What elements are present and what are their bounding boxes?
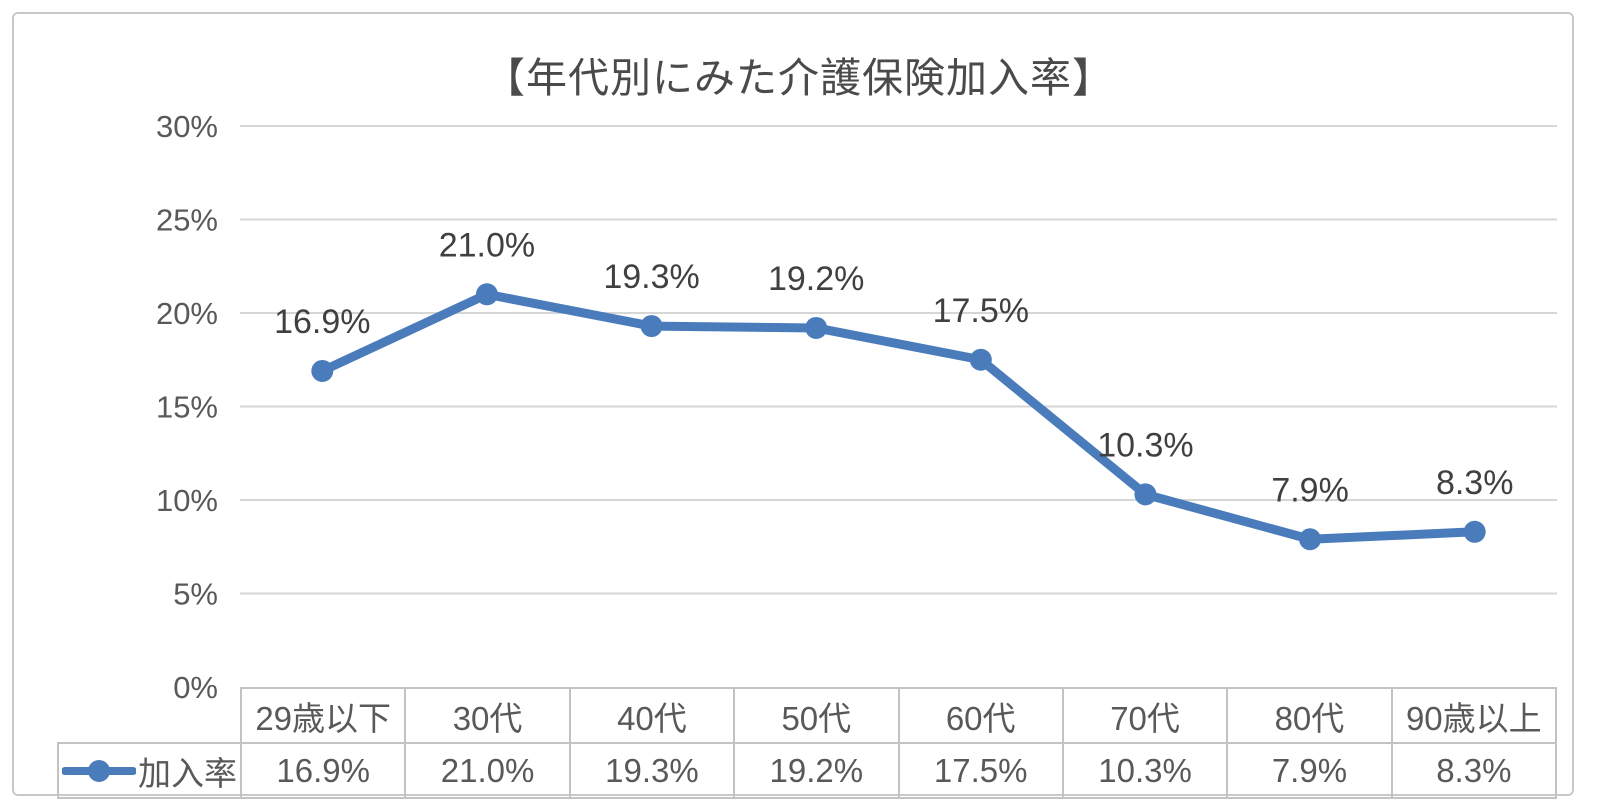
chart-title: 【年代別にみた介護保険加入率】 [484,55,1114,101]
table-category-header: 90歳以上 [1390,687,1558,744]
legend-cell: 加入率 [57,742,242,799]
table-category-header: 40代 [568,687,736,744]
legend: 加入率 [62,747,237,795]
y-axis-tick-label: 25% [156,203,218,238]
table-value-cell: 19.3% [568,742,736,799]
table-header-row: 29歳以下 30代 40代 50代 60代 70代 80代 90歳以上 [58,687,1558,744]
series-line [317,289,1480,544]
table-value-cell: 8.3% [1390,742,1558,799]
data-point-marker [475,283,498,306]
data-point-marker [1463,520,1486,543]
y-axis-tick-label: 10% [156,483,218,518]
data-point-label: 8.3% [1436,464,1514,502]
data-point-label: 21.0% [439,226,535,264]
y-axis-tick-label: 30% [156,109,218,144]
table-category-header: 80代 [1226,687,1393,744]
table-value-row: 加入率 16.9% 21.0% 19.3% 19.2% 17.5% 10.3% 7.9% 8.… [57,742,1558,799]
data-point-marker [1299,528,1322,551]
data-point-label: 19.3% [603,258,699,296]
y-axis-tick-label: 0% [173,670,218,705]
table-value-cell: 16.9% [239,742,407,799]
data-point-marker [640,315,663,338]
data-point-label: 10.3% [1097,426,1193,464]
table-category-header: 60代 [897,687,1064,744]
table-value-cell: 19.2% [733,742,900,799]
data-point-label: 17.5% [933,292,1029,330]
data-point-label: 19.2% [768,260,864,298]
chart-frame [12,12,1574,796]
data-point-marker [1134,483,1157,506]
table-category-header: 50代 [733,687,900,744]
table-value-cell: 21.0% [404,742,571,799]
data-point-marker [805,316,828,339]
table-corner-blank [58,688,241,743]
data-point-marker [311,359,334,382]
table-category-header: 70代 [1061,687,1229,744]
data-point-label: 16.9% [274,303,370,341]
data-point-label: 7.9% [1271,471,1349,509]
table-value-cell: 17.5% [897,742,1064,799]
y-axis-tick-label: 20% [156,296,218,331]
legend-series-label: 加入率 [138,754,237,792]
chart-data-table: 29歳以下 30代 40代 50代 60代 70代 80代 90歳以上 加入率 16.9% 21… [57,687,1558,799]
y-axis-tick-label: 15% [156,390,218,425]
data-point-marker [969,348,992,371]
table-value-cell: 7.9% [1226,742,1393,799]
table-category-header: 30代 [404,687,571,744]
table-value-cell: 10.3% [1061,742,1229,799]
y-axis-tick-label: 5% [173,577,218,612]
table-category-header: 29歳以下 [239,687,407,744]
legend-line-marker-icon [62,759,136,782]
